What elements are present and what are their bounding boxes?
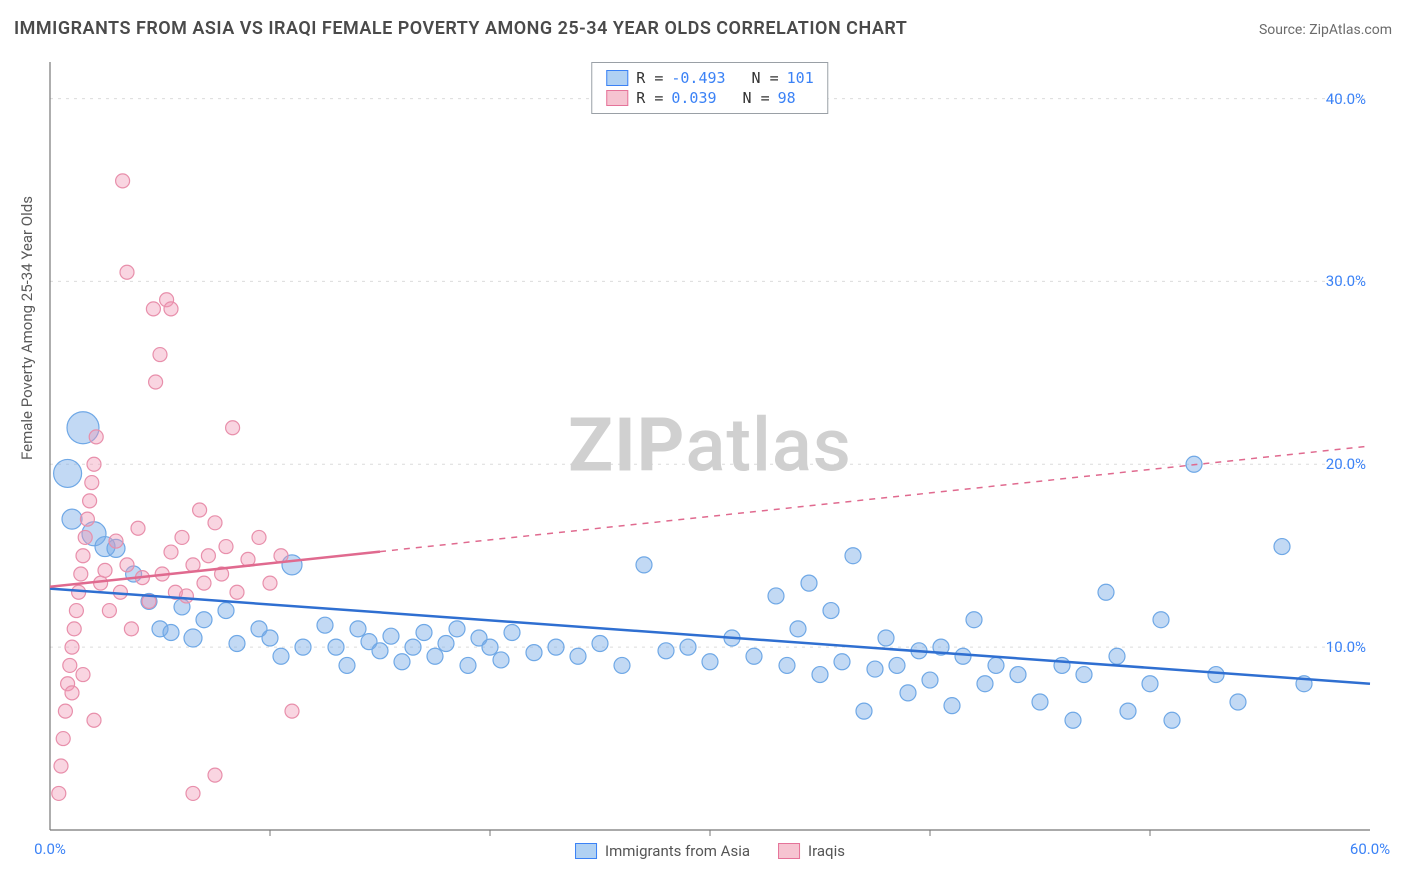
chart-title: IMMIGRANTS FROM ASIA VS IRAQI FEMALE POV… — [14, 18, 907, 39]
r-value: -0.493 — [671, 69, 725, 87]
n-value: 101 — [787, 69, 814, 87]
swatch-icon — [606, 90, 628, 106]
swatch-icon — [606, 70, 628, 86]
chart-svg — [50, 62, 1370, 830]
n-value: 98 — [778, 89, 796, 107]
r-label: R = — [636, 89, 663, 107]
r-value: 0.039 — [671, 89, 716, 107]
swatch-icon — [575, 843, 597, 859]
y-tick-label: 10.0% — [1326, 638, 1366, 656]
legend-label: Immigrants from Asia — [605, 842, 750, 860]
legend-item-asia: Immigrants from Asia — [575, 842, 750, 860]
stats-legend-row: R = -0.493 N = 101 — [606, 69, 813, 87]
source-attribution: Source: ZipAtlas.com — [1259, 22, 1392, 38]
n-label: N = — [743, 89, 770, 107]
y-tick-label: 20.0% — [1326, 455, 1366, 473]
chart-container: IMMIGRANTS FROM ASIA VS IRAQI FEMALE POV… — [0, 0, 1406, 892]
r-label: R = — [636, 69, 663, 87]
plot-area: ZIPatlas R = -0.493 N = 101 R = 0.039 N … — [50, 62, 1370, 830]
n-label: N = — [752, 69, 779, 87]
y-tick-label: 30.0% — [1326, 272, 1366, 290]
stats-legend: R = -0.493 N = 101 R = 0.039 N = 98 — [591, 62, 828, 114]
y-axis-label: Female Poverty Among 25-34 Year Olds — [18, 196, 36, 460]
stats-legend-row: R = 0.039 N = 98 — [606, 89, 813, 107]
legend-label: Iraqis — [808, 842, 845, 860]
series-legend: Immigrants from Asia Iraqis — [575, 842, 845, 860]
swatch-icon — [778, 843, 800, 859]
x-tick-label: 0.0% — [34, 840, 66, 858]
x-tick-label: 60.0% — [1350, 840, 1390, 858]
legend-item-iraqi: Iraqis — [778, 842, 845, 860]
y-tick-label: 40.0% — [1326, 90, 1366, 108]
